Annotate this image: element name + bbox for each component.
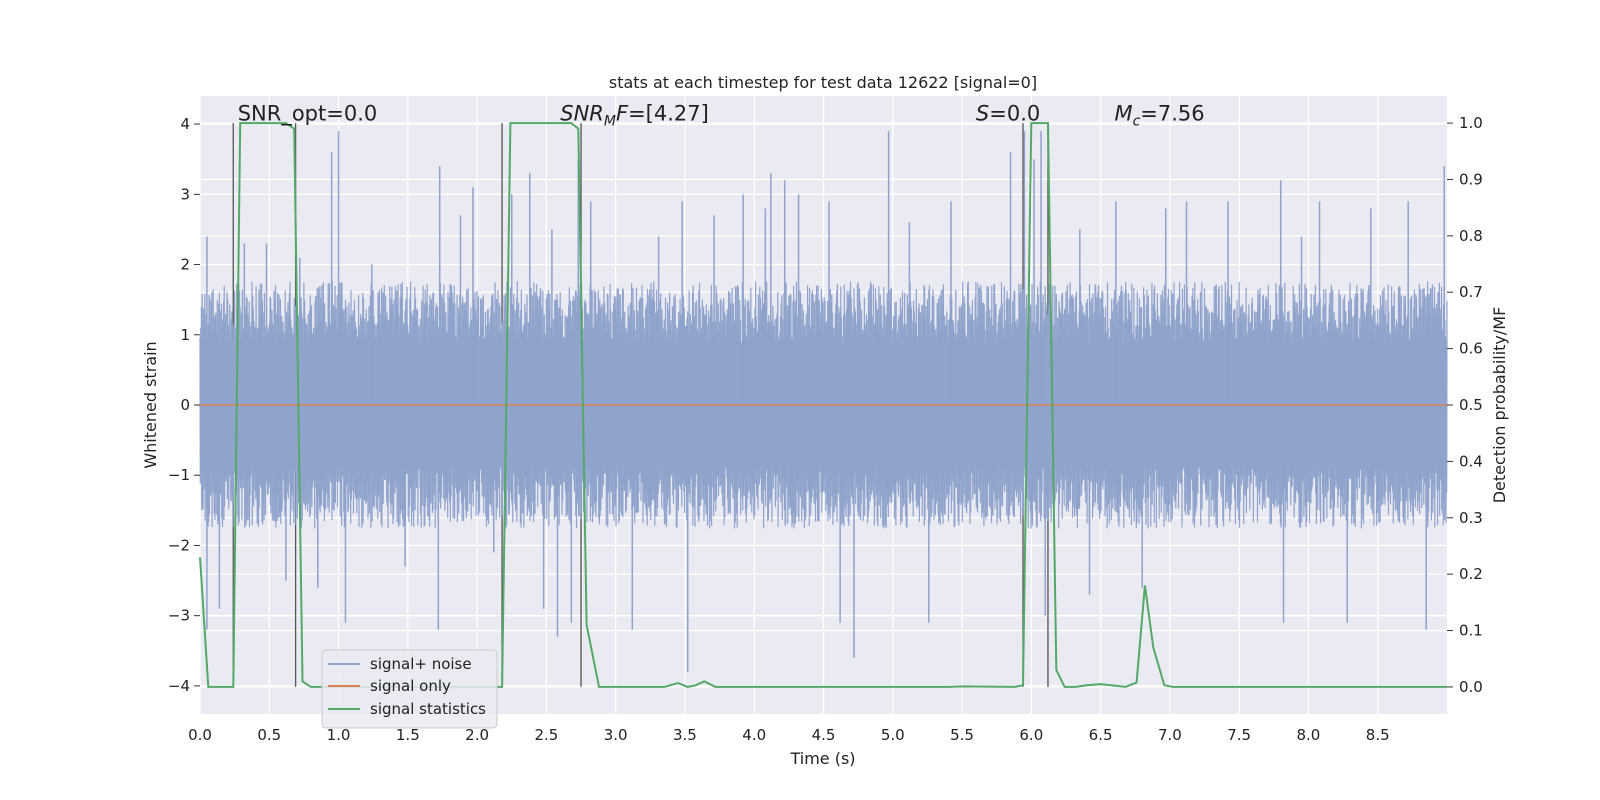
- legend-box: [321, 649, 498, 729]
- y2-tick-label: 0.4: [1459, 452, 1483, 470]
- y2-tick-label: 0.6: [1459, 340, 1483, 358]
- y-tick-label: −1: [168, 466, 190, 484]
- noise-trace: [199, 281, 1448, 529]
- y-tick-label: −3: [168, 607, 190, 625]
- y2-ticks: 0.0 0.1 0.2 0.3 0.4 0.5 0.6 0.7 0.8 0.9 1.0: [1447, 114, 1483, 696]
- x-axis-label: Time (s): [789, 749, 855, 768]
- y-tick-label: 2: [180, 256, 190, 274]
- x-tick-label: 7.5: [1227, 726, 1251, 744]
- y2-tick-label: 0.0: [1459, 678, 1483, 696]
- y2-axis-label: Detection probability/MF: [1490, 307, 1509, 504]
- series-signal-statistics: [199, 122, 1447, 688]
- annotation-0: SNR_opt=0.0: [238, 102, 378, 127]
- y-tick-label: −4: [168, 677, 190, 695]
- annotation-1: SNRMF=[4.27]: [560, 102, 709, 130]
- x-tick-label: 5.5: [950, 726, 974, 744]
- legend-label-signal-plus-noise: signal+ noise: [370, 655, 472, 673]
- x-tick-label: 6.0: [1019, 726, 1043, 744]
- x-tick-label: 5.0: [881, 726, 905, 744]
- statistics-line: [199, 122, 1447, 688]
- y-tick-label: 3: [180, 185, 190, 203]
- x-tick-label: 1.5: [396, 726, 420, 744]
- y2-tick-label: 0.5: [1459, 396, 1483, 414]
- series-signal-plus-noise: [199, 131, 1448, 672]
- y2-tick-label: 1.0: [1459, 114, 1483, 132]
- y-tick-label: −2: [168, 536, 190, 554]
- x-tick-label: 1.0: [327, 726, 351, 744]
- x-tick-label: 4.0: [742, 726, 766, 744]
- x-tick-label: 4.5: [812, 726, 836, 744]
- annotation-3: Mc=7.56: [1114, 102, 1204, 130]
- y2-tick-label: 0.2: [1459, 565, 1483, 583]
- x-tick-label: 2.5: [534, 726, 558, 744]
- x-tick-label: 6.5: [1089, 726, 1113, 744]
- y2-tick-label: 0.3: [1459, 509, 1483, 527]
- x-tick-label: 0.5: [257, 726, 281, 744]
- y-ticks: −4 −3 −2 −1 0 1 2 3 4: [168, 115, 200, 695]
- chart-title: stats at each timestep for test data 126…: [609, 73, 1037, 92]
- y-axis-label: Whitened strain: [141, 341, 160, 468]
- annotations: SNR_opt=0.0 SNRMF=[4.27] S=0.0 Mc=7.56: [238, 102, 1205, 130]
- x-tick-label: 3.5: [673, 726, 697, 744]
- legend-label-signal-only: signal only: [370, 677, 451, 695]
- x-tick-label: 3.0: [604, 726, 628, 744]
- x-tick-label: 7.0: [1158, 726, 1182, 744]
- y2-tick-label: 0.9: [1459, 170, 1483, 188]
- y2-tick-label: 0.7: [1459, 283, 1483, 301]
- legend-label-signal-statistics: signal statistics: [370, 700, 486, 718]
- y-tick-label: 1: [180, 326, 190, 344]
- x-tick-label: 8.5: [1366, 726, 1390, 744]
- x-tick-label: 0.0: [188, 726, 212, 744]
- x-tick-label: 2.0: [465, 726, 489, 744]
- y-tick-label: 4: [180, 115, 190, 133]
- x-tick-label: 8.0: [1297, 726, 1321, 744]
- legend: signal+ noise signal only signal statist…: [321, 649, 498, 729]
- y2-tick-label: 0.8: [1459, 227, 1483, 245]
- annotation-2: S=0.0: [976, 102, 1040, 126]
- y2-tick-label: 0.1: [1459, 622, 1483, 640]
- y-tick-label: 0: [180, 396, 190, 414]
- x-ticks: 0.0 0.5 1.0 1.5 2.0 2.5 3.0 3.5 4.0 4.5 5.0 5.5 6.0 6…: [188, 726, 1390, 744]
